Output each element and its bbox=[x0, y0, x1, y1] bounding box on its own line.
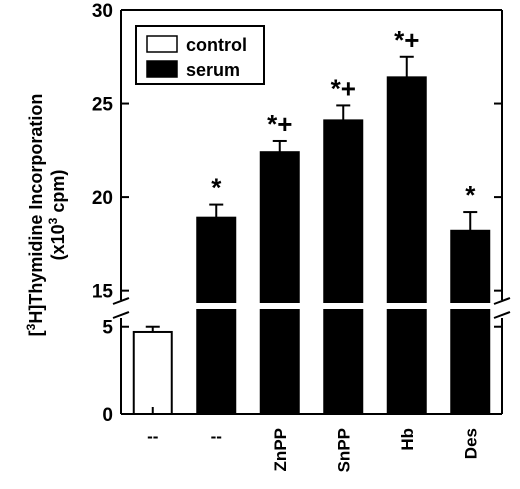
x-tick-label-5: Des bbox=[461, 428, 480, 459]
y-axis-label-line1: [3H]Thymidine Incorporation bbox=[24, 94, 46, 337]
y-tick-label-0: 15 bbox=[92, 282, 114, 303]
break-mark-bottom-1 bbox=[493, 311, 511, 319]
bar-annotation-4: *+ bbox=[394, 25, 419, 55]
plot-area: -- * -- *+ ZnPP *+ SnPP *+ Hb * Des 15 20 25 30 0 5 bbox=[92, 1, 511, 472]
y-tick-label-2: 25 bbox=[92, 95, 114, 116]
y-tick-label-4: 0 bbox=[102, 405, 113, 426]
legend-label-serum: serum bbox=[186, 60, 240, 80]
legend-swatch-serum bbox=[146, 60, 178, 78]
break-mark-bottom-0 bbox=[112, 311, 130, 319]
bar-0 bbox=[132, 330, 173, 415]
bar-annotation-3: *+ bbox=[331, 73, 356, 103]
axis-break-gap bbox=[127, 303, 502, 309]
bar-1 bbox=[196, 216, 237, 415]
bar-annotation-1: * bbox=[211, 173, 222, 203]
y-tick-label-5: 5 bbox=[102, 318, 113, 339]
legend-swatch-control bbox=[146, 35, 178, 53]
bar-2 bbox=[259, 151, 300, 415]
break-mark-top-1 bbox=[493, 297, 511, 305]
x-tick-label-4: Hb bbox=[398, 428, 417, 451]
y-axis-label: [3H]Thymidine Incorporation (x103 cpm) bbox=[24, 94, 68, 337]
x-tick-label-2: ZnPP bbox=[271, 428, 290, 471]
bar-3 bbox=[323, 119, 364, 416]
legend-label-control: control bbox=[186, 35, 247, 55]
x-tick-label-0: -- bbox=[147, 427, 158, 446]
y-tick-label-1: 20 bbox=[92, 188, 113, 209]
bar-4 bbox=[386, 76, 427, 416]
bar-5 bbox=[450, 229, 491, 415]
x-tick-label-1: -- bbox=[211, 427, 222, 446]
bar-annotation-2: *+ bbox=[267, 109, 292, 139]
legend: control serum bbox=[135, 25, 265, 85]
bar-annotation-5: * bbox=[465, 180, 476, 210]
y-axis-label-line2: (x103 cpm) bbox=[46, 170, 68, 261]
break-mark-top-0 bbox=[112, 297, 130, 305]
y-tick-label-3: 30 bbox=[92, 1, 113, 22]
x-tick-label-3: SnPP bbox=[334, 428, 353, 472]
